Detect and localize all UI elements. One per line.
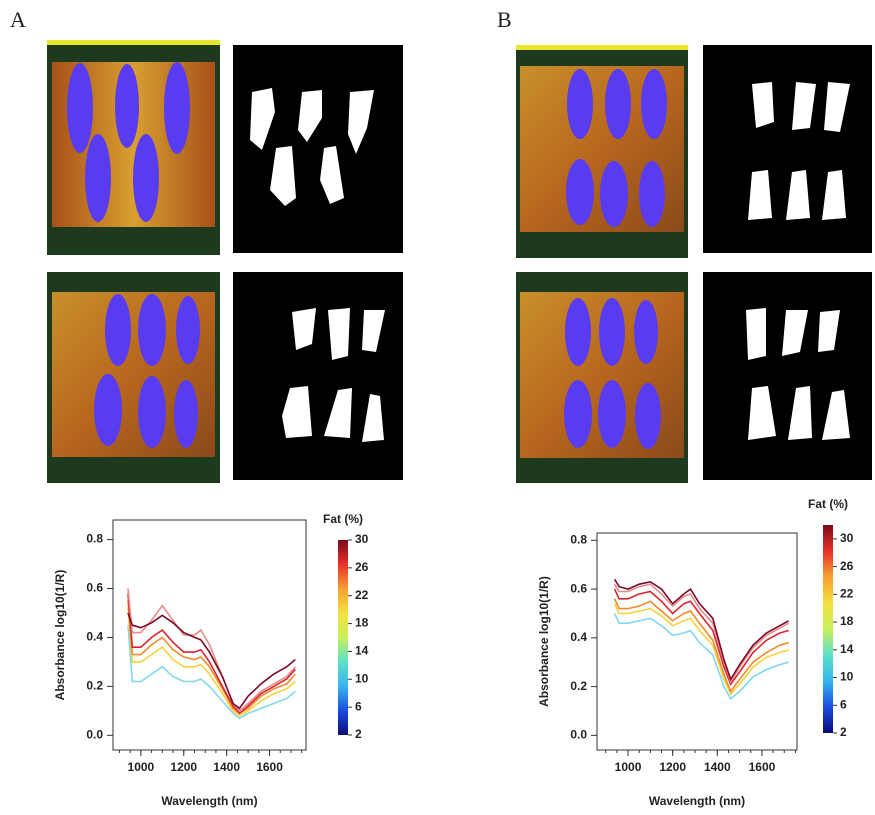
x-axis-label: Wavelength (nm) — [649, 794, 745, 808]
colorbar-title: Fat (%) — [323, 512, 363, 526]
mask-image — [233, 272, 403, 480]
plot-frame — [596, 532, 798, 751]
plot-frame — [112, 519, 307, 751]
colorbar-tick-label: 14 — [355, 644, 369, 658]
x-tick-label: 1600 — [256, 760, 283, 774]
hyperspectral-image — [47, 272, 220, 483]
spectrum-line — [127, 608, 296, 717]
y-tick-label: 0.0 — [86, 727, 103, 741]
spectrum-line — [613, 603, 789, 696]
x-tick-label: 1400 — [704, 760, 731, 774]
colorbar-tick-label: 14 — [840, 642, 854, 656]
spectrum-line — [613, 578, 790, 682]
spectrum-line — [127, 600, 296, 715]
y-tick-label: 0.4 — [86, 630, 103, 644]
spectrum-line — [613, 583, 790, 684]
mask-image — [703, 272, 872, 480]
colorbar-tick-label: 6 — [355, 699, 362, 713]
spectrum-line — [613, 598, 789, 694]
colorbar-tick-label: 26 — [355, 560, 369, 574]
colorbar-tick-label: 18 — [840, 614, 854, 628]
colorbar-tick-label: 26 — [840, 559, 854, 573]
x-tick-label: 1200 — [659, 760, 686, 774]
colorbar-title: Fat (%) — [808, 497, 848, 511]
spectrum-line — [127, 612, 296, 710]
y-tick-label: 0.8 — [570, 532, 587, 546]
spectrum-line — [127, 588, 296, 713]
y-tick-label: 0.6 — [570, 581, 587, 595]
colorbar-tick-label: 18 — [355, 616, 369, 630]
colorbar-tick-label: 6 — [840, 697, 847, 711]
mask-image — [703, 45, 872, 253]
x-tick-label: 1200 — [170, 760, 197, 774]
y-tick-label: 0.8 — [86, 532, 103, 546]
y-tick-label: 0.0 — [570, 728, 587, 742]
colorbar — [823, 525, 833, 733]
y-tick-label: 0.2 — [86, 679, 103, 693]
hyperspectral-image — [47, 40, 220, 255]
hyperspectral-image — [516, 272, 688, 483]
colorbar-tick-label: 30 — [355, 532, 369, 546]
x-tick-label: 1000 — [615, 760, 642, 774]
colorbar-tick-label: 10 — [355, 671, 369, 685]
x-tick-label: 1600 — [749, 760, 776, 774]
hyperspectral-image — [516, 45, 688, 258]
y-axis-label: Absorbance log10(1/R) — [537, 576, 551, 707]
panel-label: B — [497, 7, 512, 32]
y-tick-label: 0.2 — [570, 679, 587, 693]
colorbar-tick-label: 22 — [840, 587, 854, 601]
x-tick-label: 1000 — [128, 760, 155, 774]
colorbar-tick-label: 22 — [355, 588, 369, 602]
colorbar — [338, 540, 348, 735]
y-axis-label: Absorbance log10(1/R) — [53, 570, 67, 701]
spectrum-line — [613, 613, 789, 701]
panel-label: A — [10, 7, 26, 32]
x-tick-label: 1400 — [213, 760, 240, 774]
spectrum-line — [613, 588, 789, 686]
colorbar-tick-label: 10 — [840, 670, 854, 684]
colorbar-tick-label: 2 — [355, 727, 362, 741]
y-tick-label: 0.4 — [570, 630, 587, 644]
y-tick-label: 0.6 — [86, 581, 103, 595]
mask-image — [233, 45, 403, 253]
x-axis-label: Wavelength (nm) — [161, 794, 257, 808]
spectrum-line — [127, 593, 296, 715]
colorbar-tick-label: 2 — [840, 725, 847, 739]
spectrum-line — [127, 625, 296, 720]
colorbar-tick-label: 30 — [840, 531, 854, 545]
